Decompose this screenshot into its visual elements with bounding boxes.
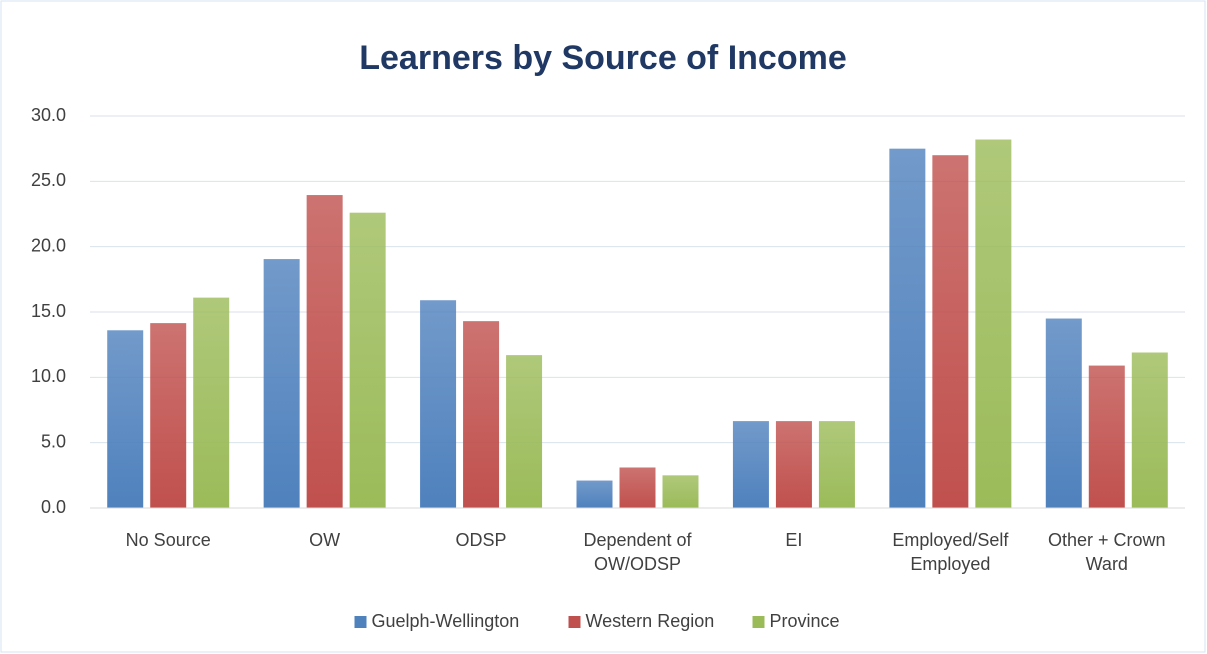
y-tick-label: 30.0 <box>31 105 66 125</box>
legend-swatch <box>568 616 581 628</box>
bar <box>889 148 926 508</box>
y-tick-label: 20.0 <box>31 235 66 255</box>
bar <box>150 323 187 508</box>
bar <box>463 321 500 508</box>
legend-label: Western Region <box>586 611 715 631</box>
bar <box>576 480 613 508</box>
legend-swatch <box>354 616 367 628</box>
y-tick-label: 5.0 <box>41 431 66 451</box>
y-tick-label: 25.0 <box>31 170 66 190</box>
bar <box>263 259 300 508</box>
bar <box>732 421 769 508</box>
bar <box>1045 318 1082 508</box>
bar <box>349 212 386 508</box>
x-tick-label: Dependent of OW/ODSP <box>583 530 692 574</box>
bar <box>306 195 343 508</box>
legend-label: Province <box>770 611 840 631</box>
chart-title: Learners by Source of Income <box>359 39 847 77</box>
bar <box>932 155 969 508</box>
legend-label: Guelph-Wellington <box>372 611 520 631</box>
y-tick-label: 0.0 <box>41 497 66 517</box>
bar <box>818 421 855 508</box>
y-tick-label: 10.0 <box>31 366 66 386</box>
x-tick-label: No Source <box>125 530 211 550</box>
bar <box>193 297 230 508</box>
x-tick-label: OW <box>309 530 341 550</box>
bar <box>506 355 543 508</box>
bar <box>107 330 144 508</box>
bar <box>1088 365 1125 508</box>
x-tick-label: EI <box>785 530 803 550</box>
bar <box>420 300 457 508</box>
bar <box>975 139 1012 508</box>
x-tick-label: ODSP <box>455 530 507 550</box>
x-tick-label: Other + Crown Ward <box>1048 530 1166 574</box>
legend-swatch <box>752 616 765 628</box>
bar <box>1131 352 1168 508</box>
x-tick-label: Employed/Self Employed <box>892 530 1009 574</box>
bar <box>662 475 699 508</box>
bar <box>619 467 656 508</box>
bar <box>775 421 812 508</box>
y-tick-label: 15.0 <box>31 301 66 321</box>
